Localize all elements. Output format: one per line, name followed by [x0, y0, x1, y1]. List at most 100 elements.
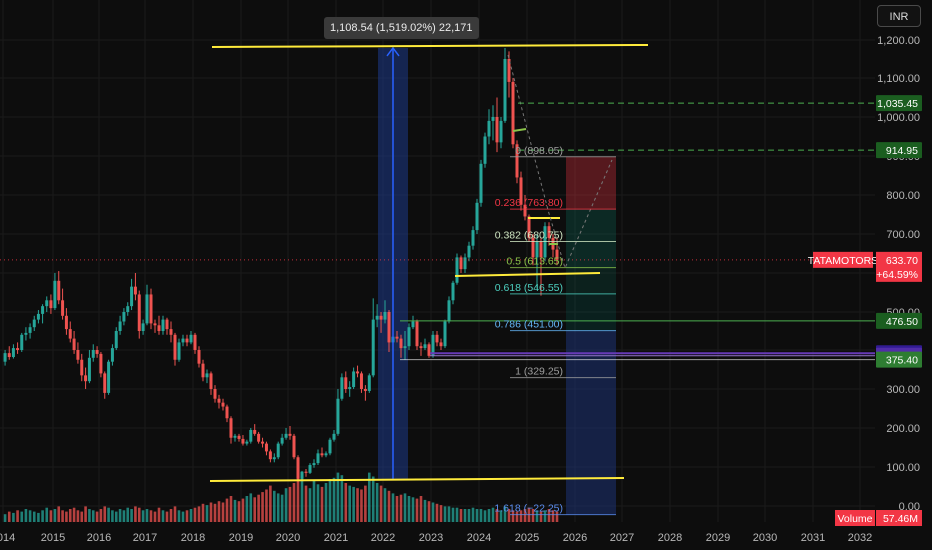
candle-body: [189, 334, 193, 343]
candle-body: [49, 300, 53, 309]
candle-body: [229, 418, 233, 438]
volume-bar: [503, 506, 507, 522]
fib-label: 1.618 (−22.25): [494, 503, 563, 515]
candle-body: [84, 375, 88, 382]
currency-button[interactable]: INR: [877, 5, 921, 27]
candle-body: [503, 59, 507, 121]
volume-bar: [95, 511, 99, 522]
volume-bar: [371, 476, 375, 522]
volume-bar: [118, 509, 122, 522]
time-tick-label: 2021: [324, 532, 348, 544]
volume-bar: [61, 510, 64, 522]
volume-bar: [107, 507, 110, 522]
volume-bar: [491, 507, 495, 522]
volume-bar: [213, 503, 217, 522]
volume-bar: [221, 502, 225, 522]
volume-bar: [332, 477, 336, 522]
volume-bar: [189, 509, 193, 522]
candle-body: [332, 433, 336, 440]
volume-bar: [547, 509, 551, 522]
volume-bar: [37, 512, 40, 522]
candle-body: [153, 323, 157, 326]
candle-body: [280, 437, 284, 444]
candle-body: [157, 325, 161, 331]
volume-bar: [471, 507, 475, 522]
volume-bar: [237, 501, 241, 522]
volume-bar: [261, 492, 264, 522]
candle-body: [495, 117, 499, 143]
candle-body: [181, 338, 185, 343]
volume-bar: [165, 511, 169, 522]
volume-bar: [555, 511, 559, 522]
candle-body: [363, 389, 367, 391]
candle-body: [312, 463, 316, 466]
volume-bar: [41, 510, 44, 522]
candle-body: [165, 319, 169, 330]
candle-body: [253, 429, 257, 434]
candle-body: [217, 398, 221, 403]
volume-bar: [217, 501, 221, 522]
volume-bar: [344, 483, 348, 522]
volume-bar: [169, 509, 173, 522]
last-price-tag: 633.70: [886, 255, 918, 267]
volume-bar: [141, 510, 145, 522]
volume-bar: [114, 511, 118, 522]
candle-body: [20, 334, 24, 350]
candle-body: [304, 471, 308, 473]
fib-label: 1 (329.25): [515, 366, 563, 378]
volume-bar: [185, 510, 189, 522]
volume-bar: [149, 510, 153, 522]
candle-body: [403, 346, 407, 349]
candle-body: [324, 453, 328, 456]
volume-bar: [91, 510, 95, 522]
time-tick-label: 2018: [181, 532, 205, 544]
volume-bar: [205, 505, 209, 522]
volume-bar: [161, 510, 165, 522]
candle-body: [130, 286, 134, 307]
candle-body: [133, 286, 137, 295]
candle-body: [107, 361, 111, 393]
candle-body: [272, 457, 276, 460]
time-tick-label: 2029: [706, 532, 730, 544]
candle-body: [547, 226, 551, 238]
candle-body: [169, 329, 173, 335]
volume-bar: [225, 498, 229, 522]
volume-bar: [375, 483, 379, 522]
candle-body: [479, 163, 483, 203]
candle-body: [300, 471, 304, 479]
candle-body: [507, 59, 511, 82]
volume-bar: [479, 509, 483, 522]
candle-body: [95, 350, 99, 354]
price-tick-label: 100.00: [886, 462, 920, 474]
volume-bar: [455, 507, 459, 522]
volume-bar: [68, 509, 72, 522]
volume-bar: [487, 509, 491, 522]
volume-bar: [515, 511, 519, 522]
candle-body: [16, 348, 20, 350]
volume-bar: [103, 506, 107, 522]
volume-bar: [336, 472, 340, 522]
candle-body: [555, 249, 559, 260]
time-tick-label: 2027: [610, 532, 634, 544]
volume-bar: [269, 485, 272, 522]
candle-body: [185, 338, 189, 343]
candle-body: [114, 331, 118, 349]
volume-bar: [88, 509, 91, 522]
candle-body: [57, 280, 61, 301]
volume-bar: [265, 489, 268, 522]
volume-bar: [383, 488, 387, 522]
candle-body: [161, 319, 165, 331]
volume-bar: [551, 510, 555, 522]
volume-bar: [483, 510, 487, 522]
volume-bar: [403, 493, 407, 522]
volume-bar: [443, 506, 447, 522]
candle-body: [519, 177, 523, 205]
candle-body: [320, 453, 324, 456]
candle-body: [455, 257, 459, 283]
candle-body: [24, 332, 28, 335]
candle-body: [197, 350, 201, 364]
candle-body: [367, 375, 371, 391]
volume-bar: [257, 494, 260, 522]
volume-bars: [3, 470, 559, 522]
